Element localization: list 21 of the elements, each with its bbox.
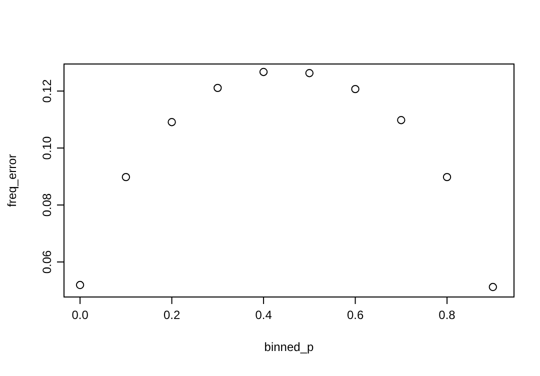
point [488, 282, 497, 292]
x-axis-title: binned_p [264, 340, 314, 354]
point [214, 84, 222, 92]
point [122, 172, 130, 182]
y-tick-label: 0.08 [40, 192, 54, 217]
point [76, 280, 84, 290]
point [168, 118, 176, 126]
y-tick-label: 0.10 [40, 136, 54, 160]
point [397, 116, 406, 124]
x-tick-label: 0.0 [72, 308, 89, 322]
x-tick-label: 0.8 [438, 308, 456, 322]
y-axis-title: freq_error [5, 154, 19, 207]
x-tick-label: 0.2 [163, 308, 180, 322]
y-tick-label: 0.06 [40, 250, 54, 274]
point [305, 69, 314, 78]
point [351, 84, 360, 94]
point [259, 68, 268, 76]
y-tick-label: 0.12 [40, 79, 54, 103]
x-tick-label: 0.6 [346, 308, 364, 322]
point [442, 172, 452, 182]
x-tick-label: 0.4 [255, 308, 272, 322]
